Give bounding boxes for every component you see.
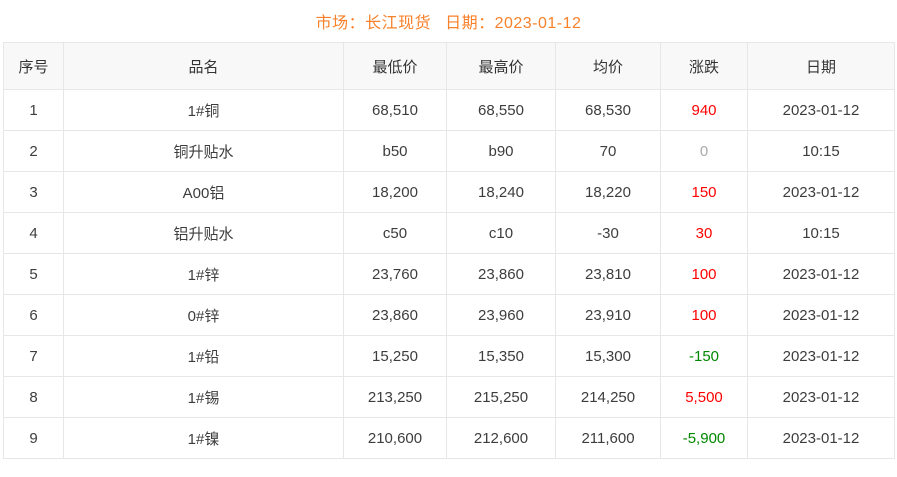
cell-high-price: 212,600 [446, 417, 556, 459]
cell-low-price: 210,600 [343, 417, 447, 459]
cell-change: 0 [660, 130, 748, 172]
cell-change: -5,900 [660, 417, 748, 459]
cell-change: 30 [660, 212, 748, 254]
page-title: 市场：长江现货 日期：2023-01-12 [0, 0, 897, 42]
table-body: 1 1#铜 68,510 68,550 68,530 940 2023-01-12 2 铜升贴水… [3, 89, 895, 459]
cell-product-name: 1#锌 [63, 253, 344, 295]
cell-change: 5,500 [660, 376, 748, 418]
cell-high-price: 68,550 [446, 89, 556, 131]
cell-product-name: 1#镍 [63, 417, 344, 459]
cell-avg-price: 211,600 [555, 417, 661, 459]
col-header-high: 最高价 [446, 42, 556, 90]
col-header-avg: 均价 [555, 42, 661, 90]
date-label: 日期：2023-01-12 [445, 15, 582, 32]
cell-change: 940 [660, 89, 748, 131]
table-row: 3 A00铝 18,200 18,240 18,220 150 2023-01-12 [3, 171, 895, 213]
cell-date: 10:15 [747, 130, 895, 172]
cell-no: 5 [3, 253, 64, 295]
table-row: 6 0#锌 23,860 23,960 23,910 100 2023-01-12 [3, 294, 895, 336]
table-row: 4 铝升贴水 c50 c10 -30 30 10:15 [3, 212, 895, 254]
cell-no: 6 [3, 294, 64, 336]
cell-no: 7 [3, 335, 64, 377]
cell-low-price: 213,250 [343, 376, 447, 418]
cell-product-name: 0#锌 [63, 294, 344, 336]
cell-avg-price: 68,530 [555, 89, 661, 131]
cell-high-price: b90 [446, 130, 556, 172]
cell-no: 4 [3, 212, 64, 254]
cell-avg-price: 15,300 [555, 335, 661, 377]
cell-high-price: 215,250 [446, 376, 556, 418]
cell-date: 10:15 [747, 212, 895, 254]
cell-avg-price: 18,220 [555, 171, 661, 213]
cell-change: -150 [660, 335, 748, 377]
cell-low-price: c50 [343, 212, 447, 254]
cell-date: 2023-01-12 [747, 376, 895, 418]
market-label: 市场：长江现货 [315, 15, 432, 32]
cell-low-price: 23,760 [343, 253, 447, 295]
table-row: 2 铜升贴水 b50 b90 70 0 10:15 [3, 130, 895, 172]
table-row: 1 1#铜 68,510 68,550 68,530 940 2023-01-12 [3, 89, 895, 131]
cell-product-name: 1#锡 [63, 376, 344, 418]
cell-high-price: 23,860 [446, 253, 556, 295]
cell-date: 2023-01-12 [747, 294, 895, 336]
cell-avg-price: 70 [555, 130, 661, 172]
col-header-name: 品名 [63, 42, 344, 90]
table-row: 8 1#锡 213,250 215,250 214,250 5,500 2023-01-12 [3, 376, 895, 418]
table-header-row: 序号 品名 最低价 最高价 均价 涨跌 日期 [3, 42, 895, 90]
cell-high-price: 18,240 [446, 171, 556, 213]
cell-avg-price: -30 [555, 212, 661, 254]
cell-date: 2023-01-12 [747, 417, 895, 459]
cell-no: 1 [3, 89, 64, 131]
cell-change: 100 [660, 253, 748, 295]
cell-change: 100 [660, 294, 748, 336]
cell-avg-price: 23,910 [555, 294, 661, 336]
cell-avg-price: 23,810 [555, 253, 661, 295]
cell-date: 2023-01-12 [747, 89, 895, 131]
cell-change: 150 [660, 171, 748, 213]
table-row: 9 1#镍 210,600 212,600 211,600 -5,900 2023-01-1… [3, 417, 895, 459]
price-table: 序号 品名 最低价 最高价 均价 涨跌 日期 1 1#铜 68,510 68,550 6… [3, 42, 895, 459]
cell-low-price: 15,250 [343, 335, 447, 377]
cell-high-price: 15,350 [446, 335, 556, 377]
cell-low-price: 68,510 [343, 89, 447, 131]
cell-product-name: 铜升贴水 [63, 130, 344, 172]
col-header-change: 涨跌 [660, 42, 748, 90]
cell-product-name: 铝升贴水 [63, 212, 344, 254]
cell-date: 2023-01-12 [747, 335, 895, 377]
cell-avg-price: 214,250 [555, 376, 661, 418]
cell-low-price: 23,860 [343, 294, 447, 336]
cell-no: 3 [3, 171, 64, 213]
cell-high-price: 23,960 [446, 294, 556, 336]
cell-product-name: 1#铜 [63, 89, 344, 131]
cell-product-name: A00铝 [63, 171, 344, 213]
table-row: 5 1#锌 23,760 23,860 23,810 100 2023-01-12 [3, 253, 895, 295]
cell-date: 2023-01-12 [747, 253, 895, 295]
cell-product-name: 1#铅 [63, 335, 344, 377]
col-header-date: 日期 [747, 42, 895, 90]
cell-no: 8 [3, 376, 64, 418]
cell-low-price: 18,200 [343, 171, 447, 213]
cell-no: 9 [3, 417, 64, 459]
cell-date: 2023-01-12 [747, 171, 895, 213]
col-header-low: 最低价 [343, 42, 447, 90]
table-row: 7 1#铅 15,250 15,350 15,300 -150 2023-01-12 [3, 335, 895, 377]
cell-low-price: b50 [343, 130, 447, 172]
col-header-no: 序号 [3, 42, 64, 90]
cell-no: 2 [3, 130, 64, 172]
cell-high-price: c10 [446, 212, 556, 254]
